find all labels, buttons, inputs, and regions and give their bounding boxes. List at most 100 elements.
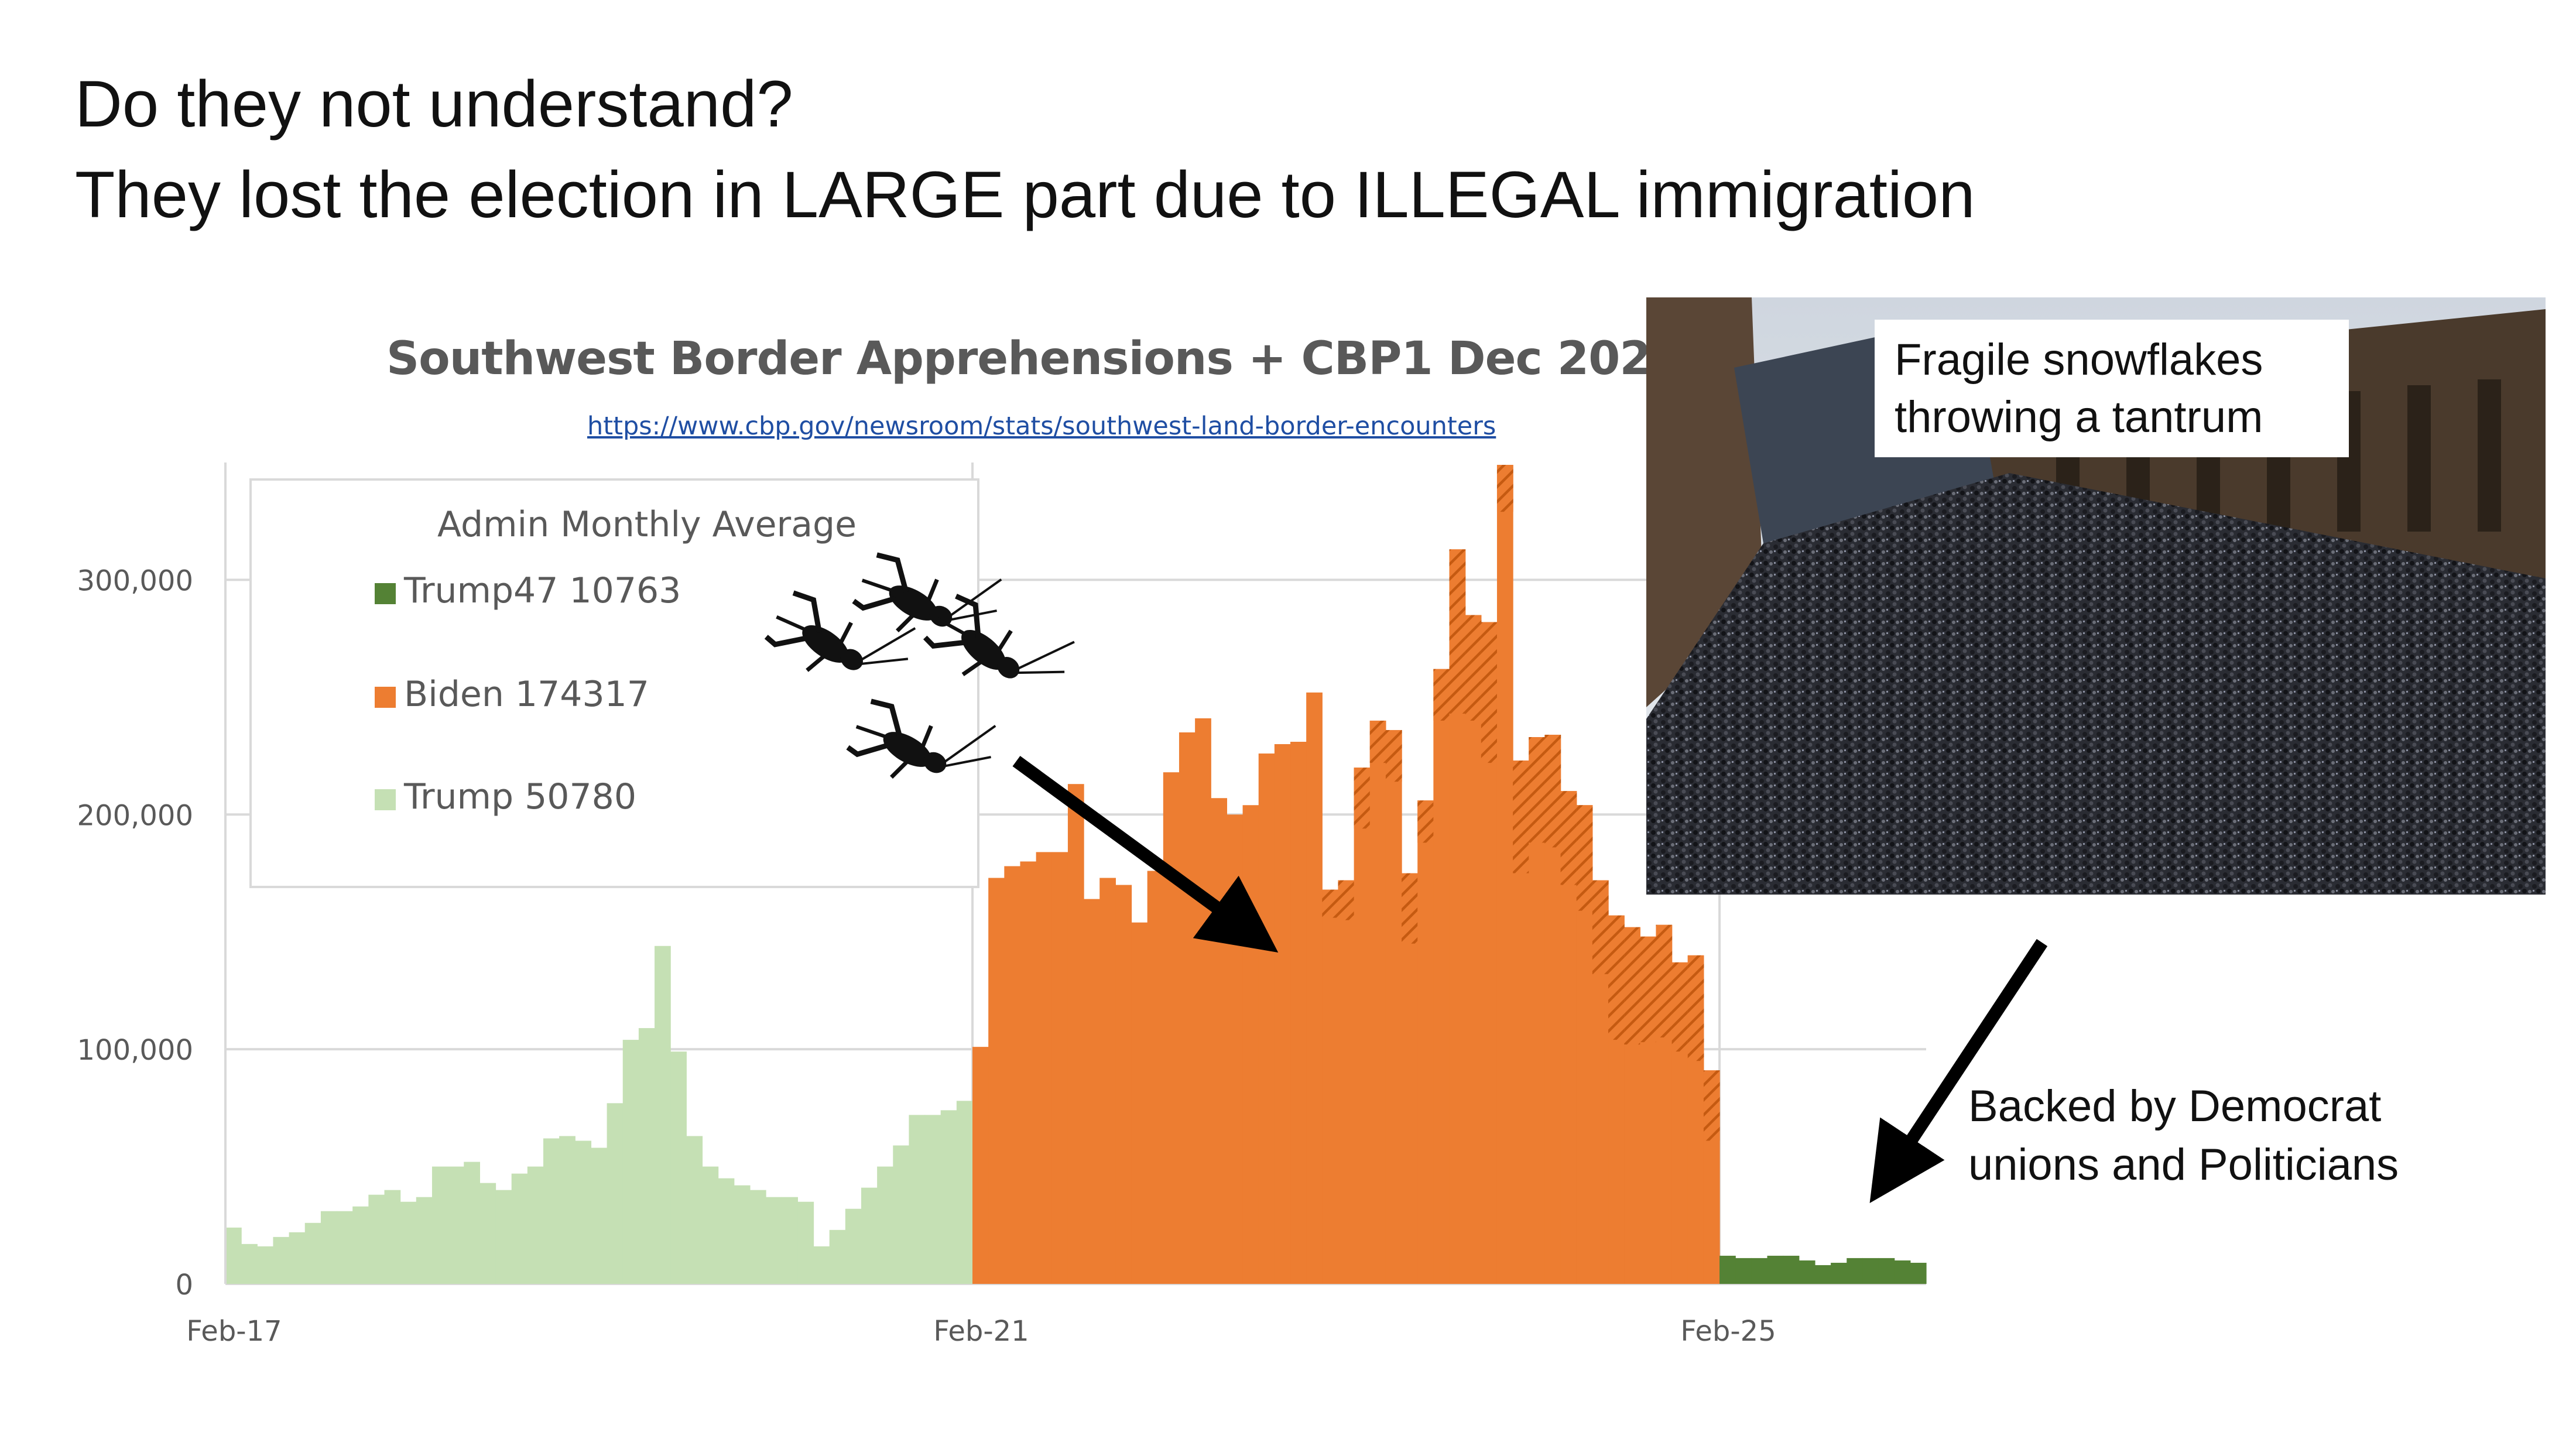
slide-title: Do they not understand? They lost the el… — [75, 59, 1975, 240]
bar-hatched-portion — [1576, 805, 1593, 911]
bar-trump47 — [1735, 1258, 1752, 1284]
y-tick-label: 300,000 — [77, 564, 194, 597]
bar-hatched-portion — [1417, 800, 1434, 843]
bar-trump — [861, 1187, 878, 1284]
bar-hatched-portion — [1608, 915, 1625, 1040]
bar-biden — [1354, 768, 1371, 1284]
bar-trump — [686, 1136, 703, 1284]
photo-caption-line-1: Fragile snowflakes — [1895, 335, 2263, 385]
bar-biden — [1496, 465, 1513, 1284]
bar-trump — [543, 1138, 560, 1284]
bar-trump — [829, 1229, 846, 1284]
bar-hatched-portion — [1656, 924, 1673, 1038]
bar-biden — [1004, 866, 1021, 1284]
cricket-icon — [843, 666, 1005, 815]
bar-trump47 — [1767, 1255, 1784, 1284]
legend-label: Trump 50780 — [404, 776, 637, 817]
axes: 0 100,000 200,000 300,000 Feb-17 Feb-21 Feb-25 — [77, 463, 1776, 1348]
slide-title-line-2: They lost the election in LARGE part due… — [75, 158, 1975, 231]
x-tick-label: Feb-21 — [933, 1315, 1029, 1348]
bar-biden — [1322, 889, 1339, 1284]
bar-hatched-portion — [1465, 615, 1482, 721]
bar-trump — [591, 1147, 608, 1284]
bar-trump47 — [1847, 1258, 1864, 1284]
bar-trump — [368, 1194, 385, 1284]
y-tick-label: 100,000 — [77, 1034, 194, 1067]
crickets-clipart — [761, 533, 1089, 849]
y-tick-label: 0 — [175, 1269, 193, 1301]
bar-trump — [655, 946, 671, 1284]
bar-hatched-portion — [1402, 873, 1418, 944]
x-tick-label: Feb-17 — [186, 1315, 282, 1348]
bar-trump — [257, 1246, 274, 1284]
bar-trump — [511, 1173, 528, 1284]
bar-trump — [400, 1201, 417, 1284]
cricket-icon — [762, 559, 925, 714]
bar-hatched-portion — [1338, 880, 1355, 920]
side-note-line-1: Backed by Democrat — [1968, 1081, 2382, 1131]
bar-biden — [1020, 861, 1037, 1284]
bar-trump47 — [1862, 1258, 1879, 1284]
side-note: Backed by Democrat unions and Politician… — [1968, 1077, 2399, 1194]
legend-swatch-biden — [375, 687, 396, 708]
bar-biden — [1227, 814, 1244, 1284]
bar-trump — [702, 1166, 719, 1284]
bar-trump — [893, 1145, 910, 1284]
bar-trump — [924, 1115, 941, 1284]
source-link[interactable]: https://www.cbp.gov/newsroom/stats/south… — [587, 412, 1496, 441]
legend-swatch-trump47 — [375, 583, 396, 604]
bar-biden — [1084, 899, 1100, 1284]
y-tick-label: 200,000 — [77, 799, 194, 832]
bar-biden — [1036, 852, 1053, 1284]
bar-hatched-portion — [1385, 729, 1402, 782]
protest-photo: Fragile snowflakes throwing a tantrum — [1646, 297, 2546, 895]
legend-title: Admin Monthly Average — [437, 504, 857, 545]
bar-biden — [988, 878, 1005, 1284]
bar-biden — [1258, 753, 1275, 1284]
bar-biden — [1163, 772, 1180, 1284]
bar-biden — [1306, 692, 1323, 1284]
bar-trump — [956, 1101, 973, 1284]
legend-swatch-trump — [375, 789, 396, 810]
bar-biden — [1147, 871, 1164, 1284]
bar-biden — [1385, 729, 1402, 1284]
bar-trump — [813, 1246, 830, 1284]
bar-biden — [1179, 732, 1195, 1284]
bar-trump — [304, 1222, 321, 1284]
bar-trump47 — [1799, 1260, 1815, 1284]
bar-biden — [1242, 805, 1259, 1284]
bar-trump47 — [1783, 1255, 1800, 1284]
bar-trump — [845, 1208, 862, 1284]
bar-hatched-portion — [1687, 955, 1704, 1061]
bar-hatched-portion — [1544, 734, 1561, 848]
bar-biden — [1417, 800, 1434, 1284]
bar-trump47 — [1751, 1258, 1768, 1284]
bar-biden — [1115, 885, 1132, 1284]
bar-trump — [289, 1232, 306, 1284]
bar-hatched-portion — [1481, 622, 1498, 763]
bar-trump — [479, 1183, 496, 1284]
bar-trump — [638, 1028, 655, 1284]
chart-title: Southwest Border Apprehensions + CBP1 De… — [386, 333, 1683, 385]
side-note-line-2: unions and Politicians — [1968, 1140, 2399, 1190]
bar-biden — [1338, 880, 1355, 1284]
legend-item-trump47: Trump47 10763 — [375, 570, 681, 611]
bar-trump47 — [1814, 1265, 1831, 1284]
bars — [225, 465, 1927, 1284]
bar-trump — [559, 1136, 576, 1284]
bar-trump — [766, 1197, 782, 1284]
bar-biden — [1099, 878, 1116, 1284]
bar-trump — [622, 1040, 639, 1284]
legend-item-trump: Trump 50780 — [375, 776, 637, 817]
bar-hatched-portion — [1496, 465, 1513, 512]
bar-trump47 — [1719, 1255, 1736, 1284]
bar-biden — [1131, 922, 1148, 1284]
bar-trump — [352, 1206, 369, 1284]
bar-hatched-portion — [1449, 549, 1466, 714]
bar-trump — [448, 1166, 464, 1284]
bar-trump — [464, 1162, 480, 1284]
bar-hatched-portion — [1354, 768, 1371, 829]
bar-trump — [734, 1185, 751, 1284]
bar-trump — [273, 1236, 290, 1284]
